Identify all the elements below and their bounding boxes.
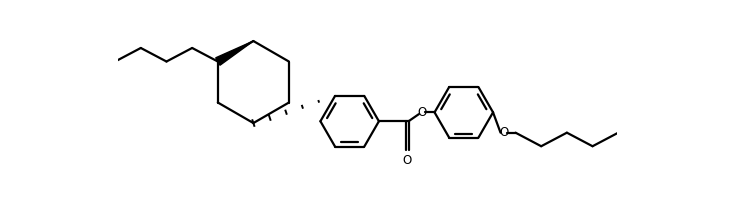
Text: O: O	[417, 106, 426, 119]
Polygon shape	[215, 41, 254, 65]
Text: O: O	[402, 154, 412, 167]
Text: O: O	[499, 126, 509, 139]
